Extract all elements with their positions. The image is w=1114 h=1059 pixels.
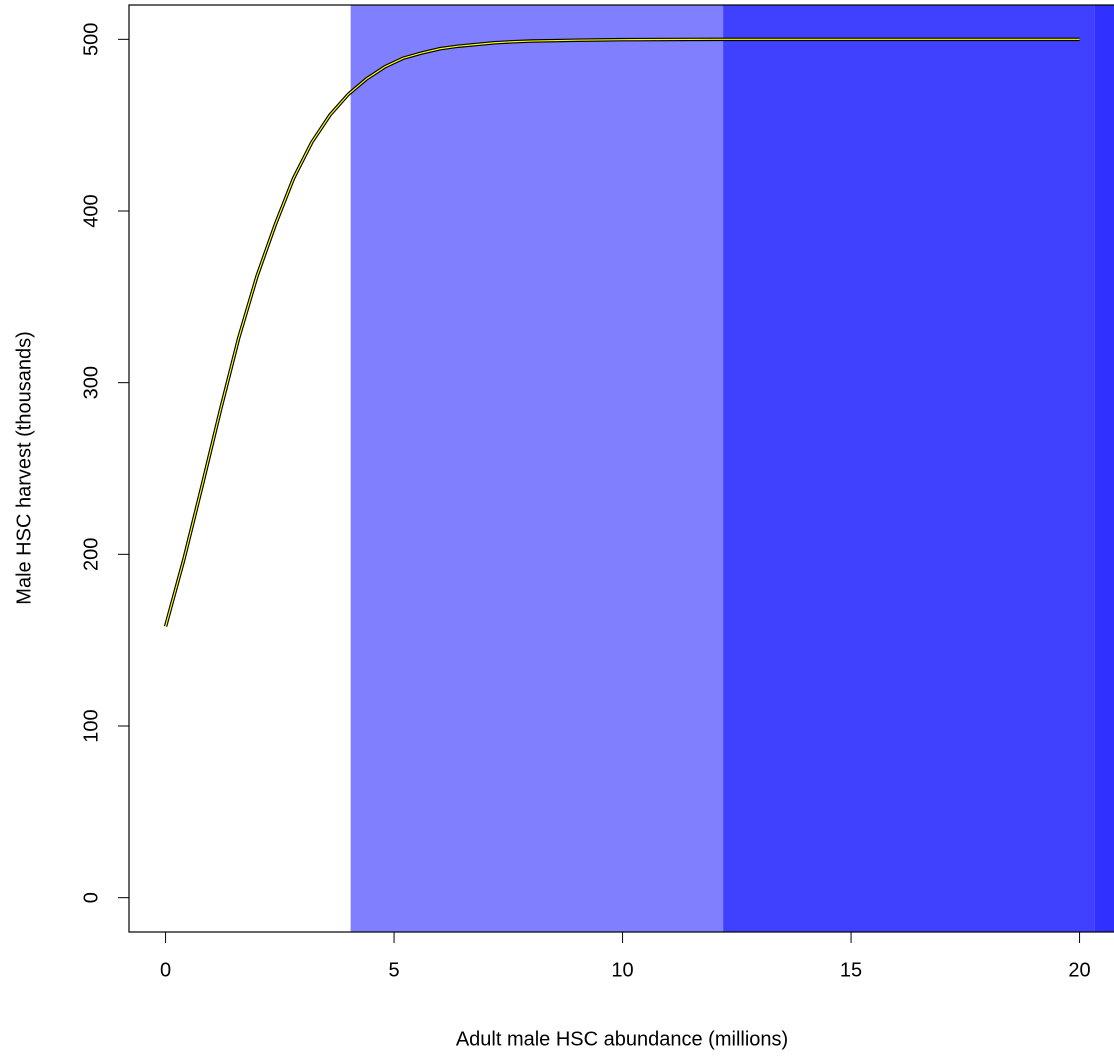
- y-tick-label: 200: [80, 538, 102, 571]
- y-axis-title: Male HSC harvest (thousands): [13, 331, 35, 604]
- y-tick-label: 300: [80, 366, 102, 399]
- plot-area: [163, 5, 1114, 932]
- band: [1094, 5, 1114, 932]
- band: [723, 5, 1095, 932]
- x-tick-label: 20: [1068, 959, 1090, 981]
- x-tick-label: 15: [840, 959, 862, 981]
- y-tick-label: 0: [80, 892, 102, 903]
- band: [350, 5, 724, 932]
- y-tick-label: 100: [80, 709, 102, 742]
- x-tick-label: 5: [388, 959, 399, 981]
- line: [164, 38, 1080, 627]
- y-tick-label: 400: [80, 194, 102, 227]
- y-tick-label: 500: [80, 23, 102, 56]
- x-tick-label: 10: [611, 959, 633, 981]
- x-tick-label: 0: [160, 959, 171, 981]
- x-axis-title: Adult male HSC abundance (millions): [456, 1028, 788, 1050]
